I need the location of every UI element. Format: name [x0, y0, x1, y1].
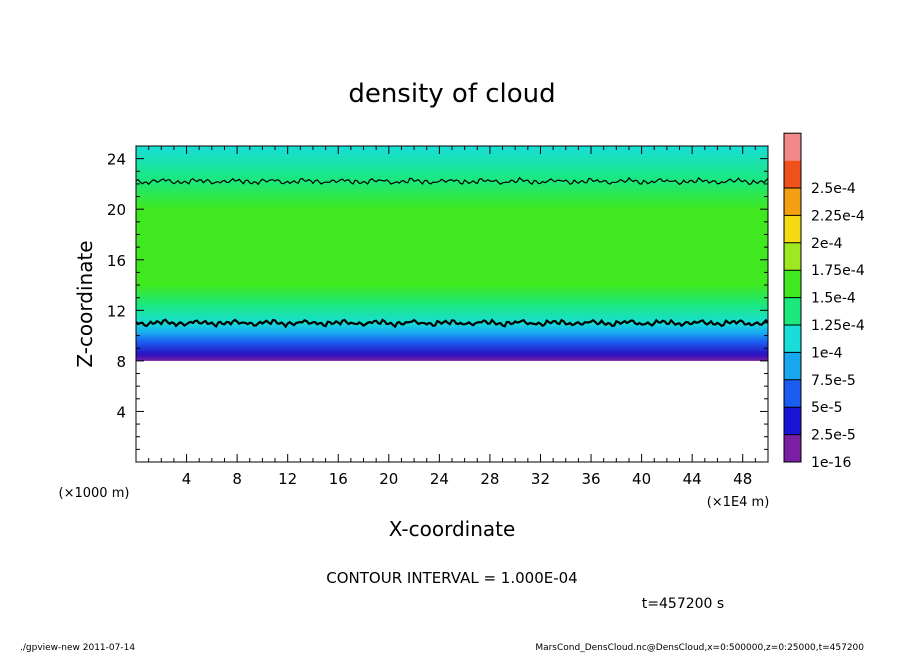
y-tick-label: 12 — [107, 302, 126, 320]
colorbar-swatch — [784, 242, 801, 271]
colorbar-label: 1.75e-4 — [811, 263, 865, 279]
colorbar-swatch — [784, 407, 801, 435]
contour-interval-label: CONTOUR INTERVAL = 1.000E-04 — [326, 569, 577, 587]
colorbar-swatch — [784, 297, 801, 325]
y-axis: 4 8 12 16 20 24 — [107, 151, 768, 450]
x-tick-label: 32 — [531, 470, 550, 488]
colorbar-label: 1e-4 — [811, 345, 843, 361]
colorbar-label: 1.5e-4 — [811, 291, 856, 307]
y-axis-title: Z-coordinate — [73, 240, 97, 367]
contour-line — [136, 318, 768, 329]
colorbar-label: 2.5e-5 — [811, 428, 856, 444]
x-tick-label: 48 — [733, 470, 752, 488]
x-units-label: (×1000 m) — [59, 486, 130, 501]
x-tick-label: 24 — [430, 470, 449, 488]
x-axis-title: X-coordinate — [389, 517, 516, 541]
y-tick-label: 4 — [116, 403, 126, 421]
footer-right: MarsCond_DensCloud.nc@DensCloud,x=0:5000… — [535, 643, 864, 653]
colorbar-swatch — [784, 133, 801, 161]
contour-lines — [136, 176, 768, 329]
colorbar-label: 2.5e-4 — [811, 181, 856, 197]
colorbar: 1e-16 2.5e-5 5e-5 7.5e-5 1e-4 1.25e-4 1.5e-4 1.… — [783, 132, 865, 471]
contour-line — [136, 176, 768, 186]
plot-area — [136, 146, 768, 462]
x-tick-label: 16 — [329, 470, 348, 488]
chart-title: density of cloud — [348, 79, 555, 109]
x-tick-label: 36 — [581, 470, 600, 488]
colorbar-label: 1.25e-4 — [811, 318, 865, 334]
colorbar-label: 1e-16 — [811, 455, 851, 471]
colorbar-swatch — [784, 325, 801, 353]
colorbar-swatch — [784, 379, 801, 408]
x-tick-label: 4 — [182, 470, 192, 488]
colorbar-label: 5e-5 — [811, 400, 842, 416]
y-tick-label: 8 — [116, 353, 126, 371]
colorbar-swatch — [784, 352, 801, 380]
colorbar-swatch — [784, 188, 801, 216]
colorbar-swatch — [784, 215, 801, 243]
colorbar-swatch — [784, 434, 801, 462]
x-axis: 4 8 12 16 20 24 28 32 36 40 44 48 — [148, 146, 756, 488]
colorbar-swatch — [784, 160, 801, 188]
y-tick-label: 24 — [107, 151, 126, 169]
colorbar-swatch — [784, 270, 801, 298]
x-tick-label: 28 — [480, 470, 499, 488]
y-tick-label: 16 — [107, 252, 126, 270]
y-tick-label: 20 — [107, 201, 126, 219]
footer-left: ./gpview-new 2011-07-14 — [20, 643, 136, 653]
x-tick-label: 12 — [278, 470, 297, 488]
x-scale-label: (×1E4 m) — [707, 495, 770, 510]
x-tick-label: 20 — [379, 470, 398, 488]
time-label: t=457200 s — [642, 596, 724, 612]
density-field — [136, 146, 768, 361]
x-tick-label: 44 — [683, 470, 702, 488]
colorbar-label: 2e-4 — [811, 236, 843, 252]
colorbar-label: 7.5e-5 — [811, 373, 856, 389]
x-tick-label: 8 — [232, 470, 242, 488]
colorbar-label: 2.25e-4 — [811, 208, 865, 224]
x-tick-label: 40 — [632, 470, 651, 488]
